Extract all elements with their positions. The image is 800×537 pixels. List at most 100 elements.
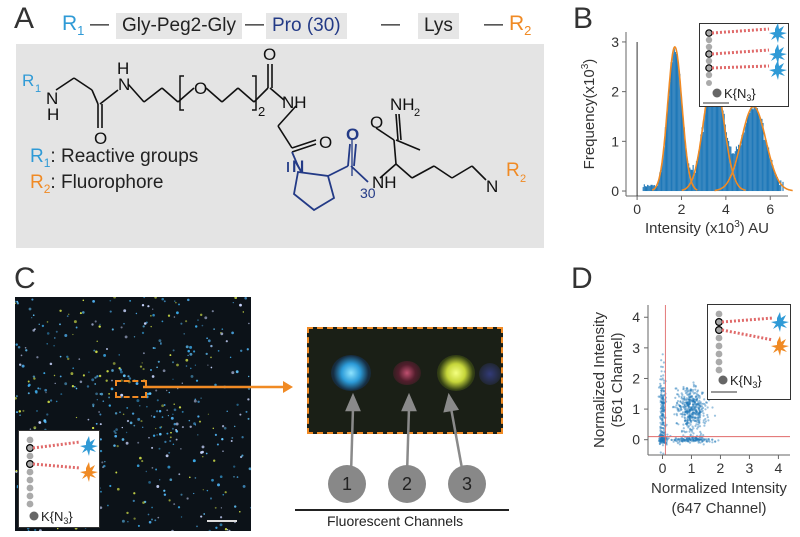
histogram-bar <box>753 103 755 192</box>
y-axis-title: Frequency(x103) <box>580 59 598 170</box>
scatter-point <box>660 400 663 403</box>
x-tick-label: 4 <box>722 201 730 217</box>
scatter-point <box>701 437 704 440</box>
fluorescent-spot <box>157 360 160 363</box>
fluorescent-spot <box>150 325 152 328</box>
histogram-bar <box>770 161 772 192</box>
scatter-point <box>696 427 699 430</box>
fluorescent-spot <box>15 396 17 400</box>
fluorescent-spot <box>108 404 111 407</box>
scatter-point <box>659 407 662 410</box>
scatter-point <box>699 438 702 441</box>
sequence-dash: — <box>90 14 109 35</box>
scatter-point <box>660 409 664 412</box>
fluorescent-spot <box>245 410 248 413</box>
fluorescent-spot <box>46 332 50 335</box>
scatter-point <box>686 388 689 391</box>
scatter-point <box>660 413 664 416</box>
fluorescent-spot <box>55 400 58 403</box>
scatter-point <box>684 401 687 404</box>
scatter-point <box>675 401 679 404</box>
scatter-point <box>661 414 664 417</box>
scatter-point <box>702 439 705 442</box>
fluorescent-spot <box>162 369 166 373</box>
scatter-point <box>692 381 695 384</box>
scatter-point <box>663 382 666 385</box>
histogram-bar <box>664 127 666 192</box>
fluorescent-spot <box>171 529 174 531</box>
atom-nh2: NH <box>390 95 415 114</box>
scatter-point <box>689 391 692 395</box>
fluorescent-spot <box>197 400 200 404</box>
histogram-bar <box>711 74 713 192</box>
scatter-point <box>662 431 665 435</box>
scatter-point <box>688 398 691 401</box>
scatter-point <box>674 387 677 390</box>
fluorescent-spot <box>239 413 242 416</box>
fluorescent-spot <box>156 485 160 488</box>
scatter-point <box>692 438 695 441</box>
fluorescent-spot <box>188 419 191 422</box>
fluorescent-spot <box>168 391 171 394</box>
fluorescent-spot <box>33 426 37 430</box>
scatter-point <box>690 436 694 439</box>
scatter-point <box>695 399 698 402</box>
fluorescent-spot <box>82 311 85 314</box>
scatter-point <box>687 438 690 441</box>
scatter-point <box>661 417 664 420</box>
histogram-bar <box>745 122 747 192</box>
scatter-point <box>662 434 665 437</box>
scatter-point <box>660 429 663 433</box>
scatter-point <box>689 398 692 401</box>
fluorescent-spot <box>219 475 223 479</box>
scatter-point <box>689 438 692 441</box>
fluorescent-spot <box>158 432 162 436</box>
fluorescent-spot <box>142 325 145 328</box>
scatter-point <box>660 387 663 390</box>
scatter-point <box>688 395 691 398</box>
atom-nh2-sub: 2 <box>414 107 420 119</box>
fluorescent-spot <box>92 403 95 406</box>
scatter-point <box>692 432 695 435</box>
inset-label-d: K{N3} <box>730 373 762 390</box>
fluorescent-spot <box>242 311 244 313</box>
scatter-point <box>693 403 696 406</box>
scatter-point <box>694 438 697 442</box>
scatter-point <box>695 413 698 416</box>
fluorescent-spot <box>200 515 203 518</box>
fluorescent-spot <box>46 413 49 416</box>
fluorescent-spot <box>127 521 129 523</box>
scatter-point <box>696 438 699 441</box>
scatter-point <box>684 408 687 411</box>
scatter-point <box>690 398 693 401</box>
fluorescent-spot <box>141 362 143 364</box>
fluorescent-spot <box>15 302 16 304</box>
fluorescent-spot <box>155 468 158 471</box>
fluorescent-spot <box>169 354 172 357</box>
scatter-point <box>686 423 689 426</box>
fluorescent-spot <box>222 450 224 453</box>
scatter-point <box>660 439 663 442</box>
scatter-point <box>687 404 690 407</box>
scatter-point <box>687 403 690 406</box>
scatter-point <box>695 409 698 412</box>
scatter-point <box>691 397 694 400</box>
fluorescent-spot <box>64 334 68 337</box>
scatter-point <box>688 409 691 412</box>
scatter-point <box>658 439 661 442</box>
scatter-point <box>659 439 662 442</box>
scatter-point <box>662 452 665 455</box>
fluorescent-spot <box>141 460 144 463</box>
fluorescent-spot <box>34 390 38 393</box>
scatter-point <box>696 416 699 419</box>
fluorescent-spot <box>233 425 236 428</box>
fluorescent-spot <box>147 513 150 516</box>
scatter-point <box>681 401 684 405</box>
scatter-point <box>662 415 665 418</box>
scatter-point <box>682 438 685 441</box>
scatter-point <box>659 421 662 424</box>
fluorescent-spot <box>27 529 30 531</box>
scatter-point <box>699 438 703 441</box>
scatter-point <box>711 438 714 441</box>
fluorescent-spot <box>166 432 169 435</box>
